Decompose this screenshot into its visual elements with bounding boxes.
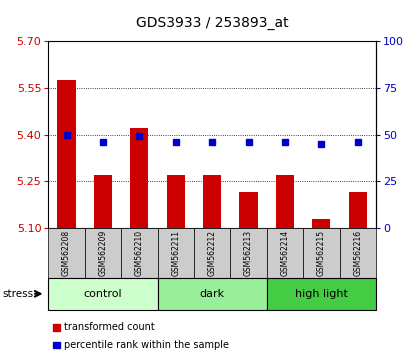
Bar bbox=[58, 80, 76, 228]
Text: GSM562216: GSM562216 bbox=[353, 230, 362, 276]
Bar bbox=[167, 175, 185, 228]
Text: GSM562211: GSM562211 bbox=[171, 230, 180, 276]
Bar bbox=[276, 175, 294, 228]
Text: stress: stress bbox=[2, 289, 33, 299]
Bar bbox=[267, 278, 376, 310]
Bar bbox=[230, 228, 267, 278]
Text: GSM562215: GSM562215 bbox=[317, 230, 326, 276]
Bar bbox=[267, 228, 303, 278]
Bar bbox=[203, 175, 221, 228]
Bar bbox=[158, 228, 194, 278]
Text: GSM562208: GSM562208 bbox=[62, 230, 71, 276]
Text: transformed count: transformed count bbox=[64, 322, 155, 332]
Text: dark: dark bbox=[200, 289, 225, 299]
Bar bbox=[48, 278, 158, 310]
Bar bbox=[303, 228, 339, 278]
Bar bbox=[130, 128, 148, 228]
Text: GSM562212: GSM562212 bbox=[207, 230, 217, 276]
Text: GSM562209: GSM562209 bbox=[98, 230, 108, 276]
Text: high light: high light bbox=[295, 289, 348, 299]
Bar bbox=[158, 278, 267, 310]
Text: GSM562214: GSM562214 bbox=[281, 230, 289, 276]
Bar bbox=[339, 228, 376, 278]
Text: control: control bbox=[84, 289, 122, 299]
Text: GSM562210: GSM562210 bbox=[135, 230, 144, 276]
Bar bbox=[194, 228, 230, 278]
Text: percentile rank within the sample: percentile rank within the sample bbox=[64, 340, 229, 350]
Text: GSM562213: GSM562213 bbox=[244, 230, 253, 276]
Bar bbox=[312, 219, 331, 228]
Bar bbox=[85, 228, 121, 278]
Bar bbox=[239, 192, 257, 228]
Bar bbox=[121, 228, 158, 278]
Bar bbox=[94, 175, 112, 228]
Bar bbox=[349, 192, 367, 228]
Bar bbox=[48, 228, 85, 278]
Text: GDS3933 / 253893_at: GDS3933 / 253893_at bbox=[136, 16, 289, 30]
